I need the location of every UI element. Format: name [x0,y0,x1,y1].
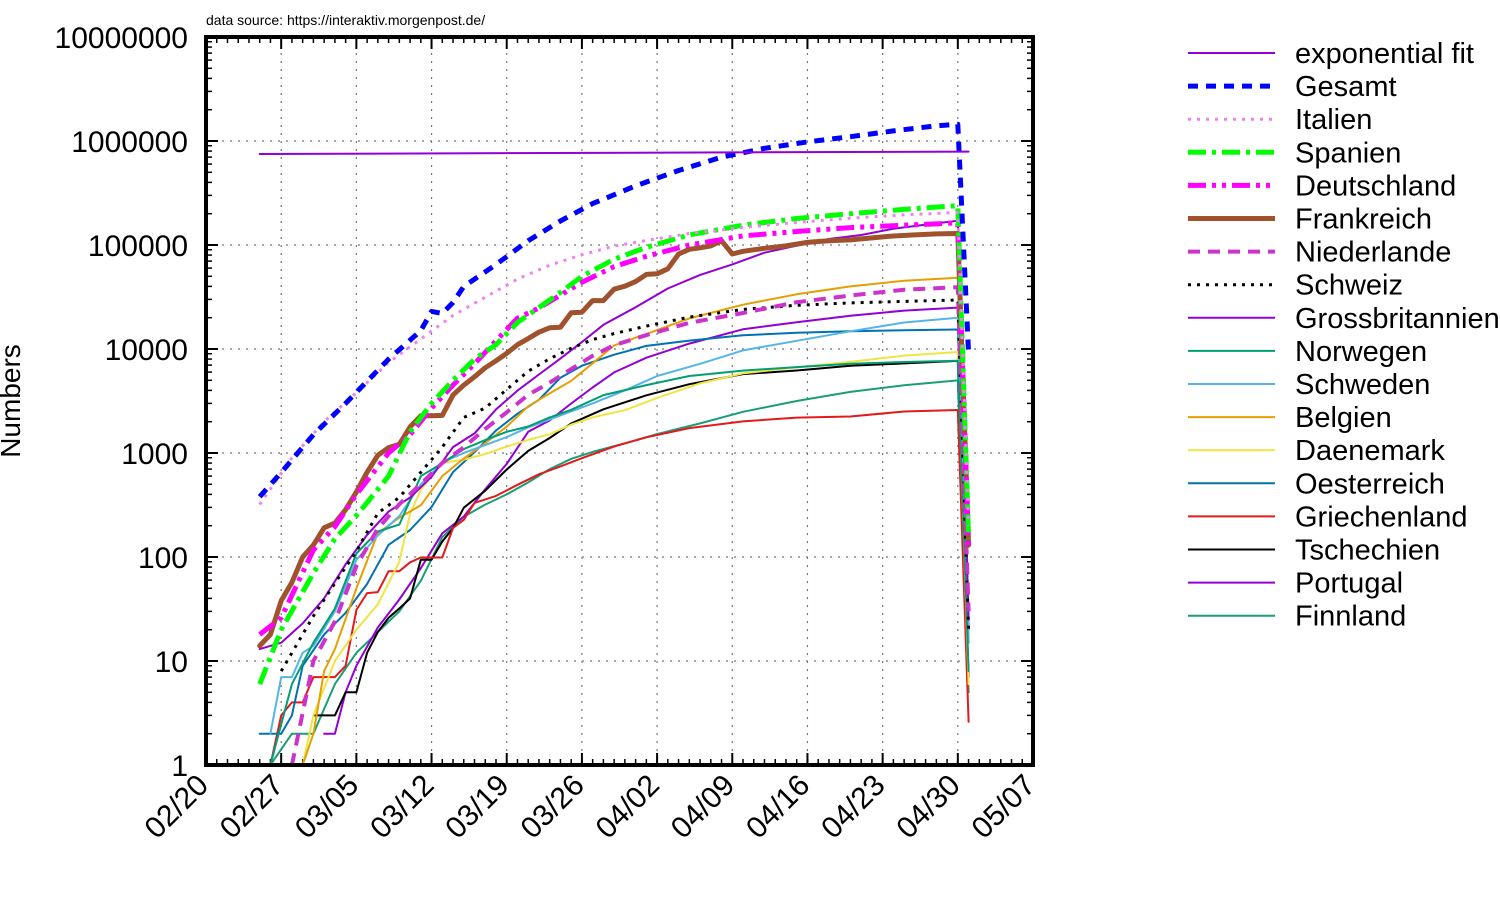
series-line-griechenland [269,409,970,766]
legend-label: Gesamt [1295,71,1397,103]
series-line-oesterreich [258,328,970,735]
legend-label: Schweden [1295,369,1430,401]
legend-label: Daenemark [1295,435,1445,467]
series-line-tschechien [312,359,970,717]
x-tick-label: 04/02 [590,769,666,845]
legend-label: Grossbritannien [1295,303,1500,335]
legend-label: Oesterreich [1295,468,1445,500]
legend-label: exponential fit [1295,38,1474,70]
legend-label: Frankreich [1295,204,1432,236]
series-line-grossbritannien [258,219,970,651]
legend-label: Schweiz [1295,270,1403,302]
x-tick-label: 03/19 [439,769,515,845]
legend-label: Griechenland [1295,501,1468,533]
x-tick-label: 04/23 [815,769,891,845]
y-axis-label: Numbers [0,344,26,458]
x-tick-label: 04/09 [665,769,741,845]
x-tick-label: 03/05 [289,769,365,845]
grid-lines [206,37,1033,765]
y-tick-label: 1000 [121,438,188,471]
legend-label: Finnland [1295,601,1406,633]
x-tick-label: 05/07 [966,769,1042,845]
series-line-portugal [323,306,970,735]
x-tick-label: 04/16 [740,769,816,845]
legend-label: Niederlande [1295,237,1451,269]
y-tick-label: 10000 [105,334,188,367]
y-tick-label: 10000000 [55,22,188,55]
y-tick-label: 1 [171,750,188,783]
series-line-finnland [269,379,970,766]
legend-label: Deutschland [1295,170,1456,202]
legend-label: Norwegen [1295,336,1427,368]
y-tick-label: 1000000 [71,126,188,159]
series-line-frankreich [257,231,972,649]
y-tick-label: 100000 [88,230,188,263]
y-tick-label: 100 [138,542,188,575]
data-source-note: data source: https://interaktiv.morgenpo… [206,12,485,28]
legend-label: Belgien [1295,402,1392,434]
legend-label: Portugal [1295,568,1403,600]
series-line-deutschland [258,220,972,637]
axis-ticks: 02/2002/2703/0503/1203/1903/2604/0204/09… [55,22,1042,845]
series-line-niederlande [289,285,971,766]
x-tick-label: 03/12 [364,769,440,845]
legend: exponential fitGesamtItalienSpanienDeuts… [1188,38,1500,633]
x-tick-label: 04/30 [890,769,966,845]
series-layer [257,121,972,766]
y-tick-label: 10 [155,646,188,679]
series-line-gesamt [257,121,972,499]
series-line-norwegen [269,359,970,766]
series-line-schweden [269,316,970,735]
legend-label: Tschechien [1295,535,1440,567]
x-tick-label: 02/27 [214,769,290,845]
series-line-schweiz [279,298,971,672]
series-line-exponential-fit [258,150,970,155]
legend-label: Spanien [1295,137,1401,169]
series-line-belgien [301,276,970,766]
x-tick-label: 03/26 [514,769,590,845]
legend-label: Italien [1295,104,1372,136]
plot-frame [204,35,1035,767]
series-line-spanien [257,203,972,686]
